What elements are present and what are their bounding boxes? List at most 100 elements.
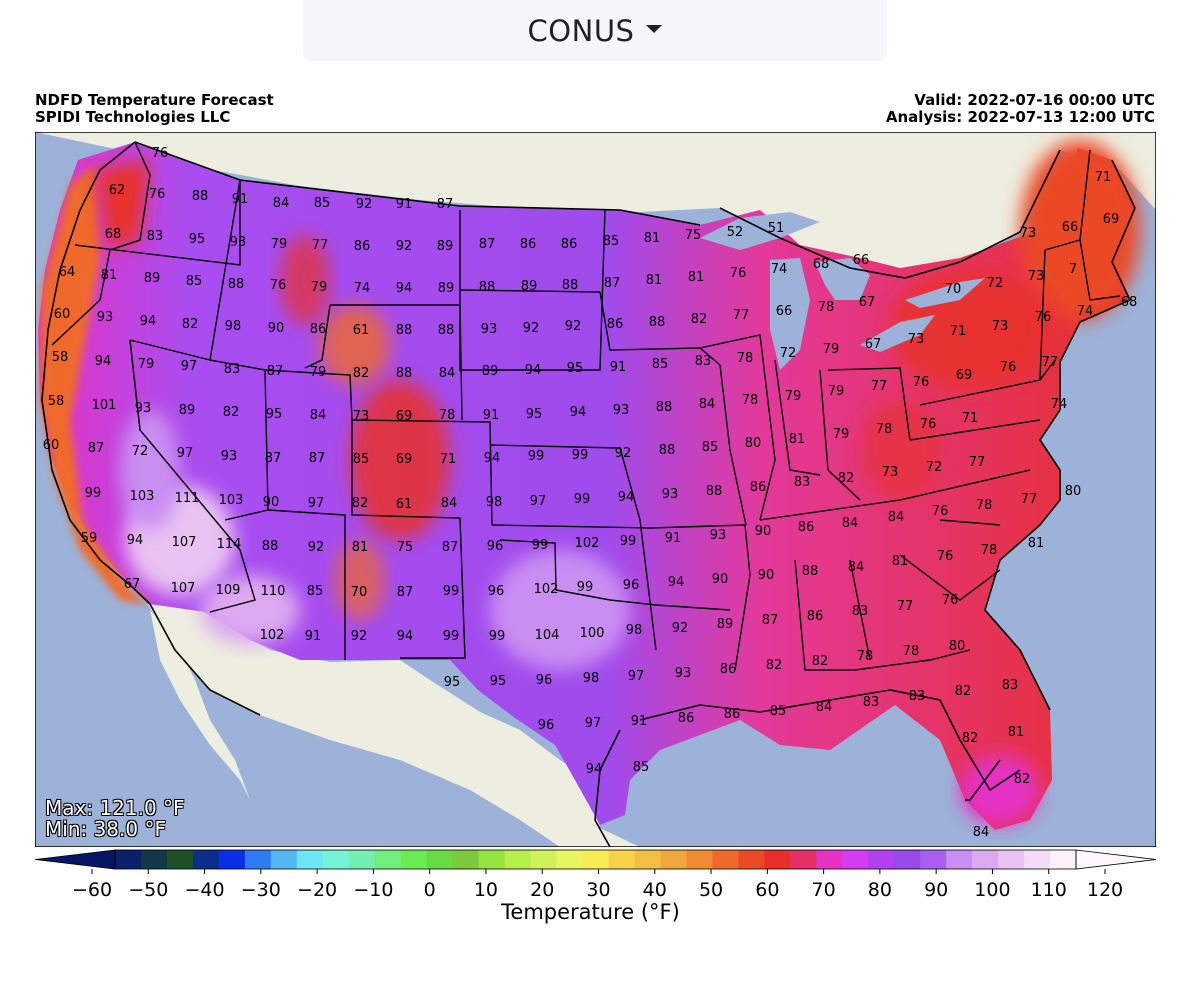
temperature-value-label: 74	[354, 281, 371, 296]
colorbar-tick-label: 100	[974, 879, 1010, 901]
colorbar-tick-label: 50	[699, 879, 723, 901]
colorbar-tick-label: 120	[1087, 879, 1123, 901]
temperature-value-label: 85	[186, 274, 203, 289]
temperature-value-label: 73	[992, 319, 1009, 334]
colorbar-tick-label: 40	[643, 879, 667, 901]
temperature-value-label: 76	[920, 417, 937, 432]
colorbar-tick-label: 90	[924, 879, 948, 901]
temperature-value-label: 77	[312, 238, 329, 253]
region-select[interactable]: CONUS	[303, 0, 887, 61]
temperature-value-label: 60	[43, 438, 60, 453]
temperature-value-label: 84	[699, 397, 716, 412]
temperature-value-label: 85	[770, 704, 787, 719]
colorbar-swatch	[530, 850, 558, 869]
temperature-value-label: 86	[354, 239, 371, 254]
temperature-value-label: 103	[219, 493, 244, 508]
temperature-value-label: 88	[479, 280, 496, 295]
colorbar-tick-label: −50	[128, 879, 168, 901]
temperature-value-label: 82	[838, 471, 855, 486]
temperature-value-label: 109	[216, 583, 241, 598]
colorbar-tick-label: −40	[185, 879, 225, 901]
temperature-value-label: 70	[351, 585, 368, 600]
temperature-value-label: 81	[789, 432, 806, 447]
temperature-value-label: 87	[267, 364, 284, 379]
temperature-value-label: 99	[443, 629, 460, 644]
colorbar-swatch	[582, 850, 610, 869]
temperature-value-label: 114	[217, 537, 242, 552]
temperature-value-label: 93	[481, 322, 498, 337]
temperature-value-label: 96	[536, 673, 553, 688]
temperature-value-label: 79	[833, 427, 850, 442]
colorbar-swatch	[998, 850, 1025, 869]
temperature-value-label: 83	[224, 362, 241, 377]
colorbar-swatch	[218, 850, 246, 869]
temperature-value-label: 79	[138, 357, 155, 372]
temperature-value-label: 68	[105, 227, 122, 242]
temperature-value-label: 77	[871, 379, 888, 394]
temperature-value-label: 78	[981, 543, 998, 558]
map-labels: 76 62 76 88 91 84 85 92 91 87 68 83 95 93 79 77 86 92 89 87…	[43, 146, 1138, 840]
figure-credit: SPIDI Technologies LLC	[35, 108, 231, 126]
temperature-value-label: 95	[266, 407, 283, 422]
figure-header-right: Valid: 2022-07-16 00:00 UTC Analysis: 20…	[886, 92, 1155, 126]
temperature-value-label: 97	[530, 494, 547, 509]
temperature-value-label: 98	[486, 495, 503, 510]
colorbar: −60 −50 −40 −30 −20 −10 0 10 20 30 40 50 60 70 80 90 100…	[34, 849, 1157, 901]
temperature-value-label: 100	[580, 626, 605, 641]
temperature-value-label: 93	[675, 666, 692, 681]
temperature-value-label: 92	[615, 446, 632, 461]
mexico-land	[148, 604, 640, 847]
coastlines	[41, 141, 1136, 847]
temperature-value-label: 78	[876, 422, 893, 437]
colorbar-swatch	[296, 850, 324, 869]
temperature-value-label: 97	[177, 446, 194, 461]
temperature-value-label: 93	[710, 528, 727, 543]
temperature-value-label: 102	[575, 536, 600, 551]
temperature-value-label: 58	[48, 394, 65, 409]
temperature-value-label: 76	[1000, 360, 1017, 375]
temperature-value-label: 78	[742, 393, 759, 408]
temperature-value-label: 102	[260, 628, 285, 643]
temperature-value-label: 92	[565, 319, 582, 334]
colorbar-tick-label: 110	[1031, 879, 1067, 901]
temperature-value-label: 94	[396, 281, 413, 296]
temperature-value-label: 90	[263, 495, 280, 510]
temperature-value-label: 84	[273, 196, 290, 211]
temperature-value-label: 81	[352, 540, 369, 555]
temperature-value-label: 77	[1042, 355, 1059, 370]
temperature-value-label: 76	[913, 375, 930, 390]
temperature-value-label: 78	[903, 644, 920, 659]
temperature-value-label: 67	[124, 577, 141, 592]
temperature-value-label: 93	[613, 403, 630, 418]
temperature-value-label: 89	[717, 617, 734, 632]
temperature-value-label: 81	[644, 231, 661, 246]
temperature-value-label: 82	[1014, 772, 1031, 787]
colorbar-swatch	[1024, 850, 1051, 869]
temperature-value-label: 67	[865, 337, 882, 352]
colorbar-swatch	[452, 850, 480, 869]
temperature-value-label: 110	[261, 584, 286, 599]
figure-header-left: NDFD Temperature Forecast SPIDI Technolo…	[35, 92, 274, 126]
temperature-value-label: 88	[649, 315, 666, 330]
temperature-value-label: 88	[438, 323, 455, 338]
temperature-value-label: 72	[780, 346, 797, 361]
temperature-value-label: 80	[949, 639, 966, 654]
temperature-value-label: 74	[1051, 397, 1068, 412]
temperature-value-label: 69	[396, 452, 413, 467]
temperature-value-label: 81	[646, 273, 663, 288]
colorbar-swatch	[556, 850, 584, 869]
temperature-value-label: 58	[52, 350, 69, 365]
temperature-value-label: 82	[223, 405, 240, 420]
temperature-value-label: 76	[152, 146, 169, 161]
temperature-value-label: 83	[909, 689, 926, 704]
temperature-value-label: 86	[310, 322, 327, 337]
temperature-value-label: 60	[54, 307, 71, 322]
colorbar-swatch	[790, 850, 817, 869]
temperature-value-label: 82	[691, 312, 708, 327]
temperature-value-label: 87	[309, 451, 326, 466]
temperature-value-label: 92	[672, 621, 689, 636]
temperature-value-label: 99	[528, 449, 545, 464]
temperature-value-label: 76	[270, 278, 287, 293]
temperature-value-label: 76	[1035, 310, 1052, 325]
